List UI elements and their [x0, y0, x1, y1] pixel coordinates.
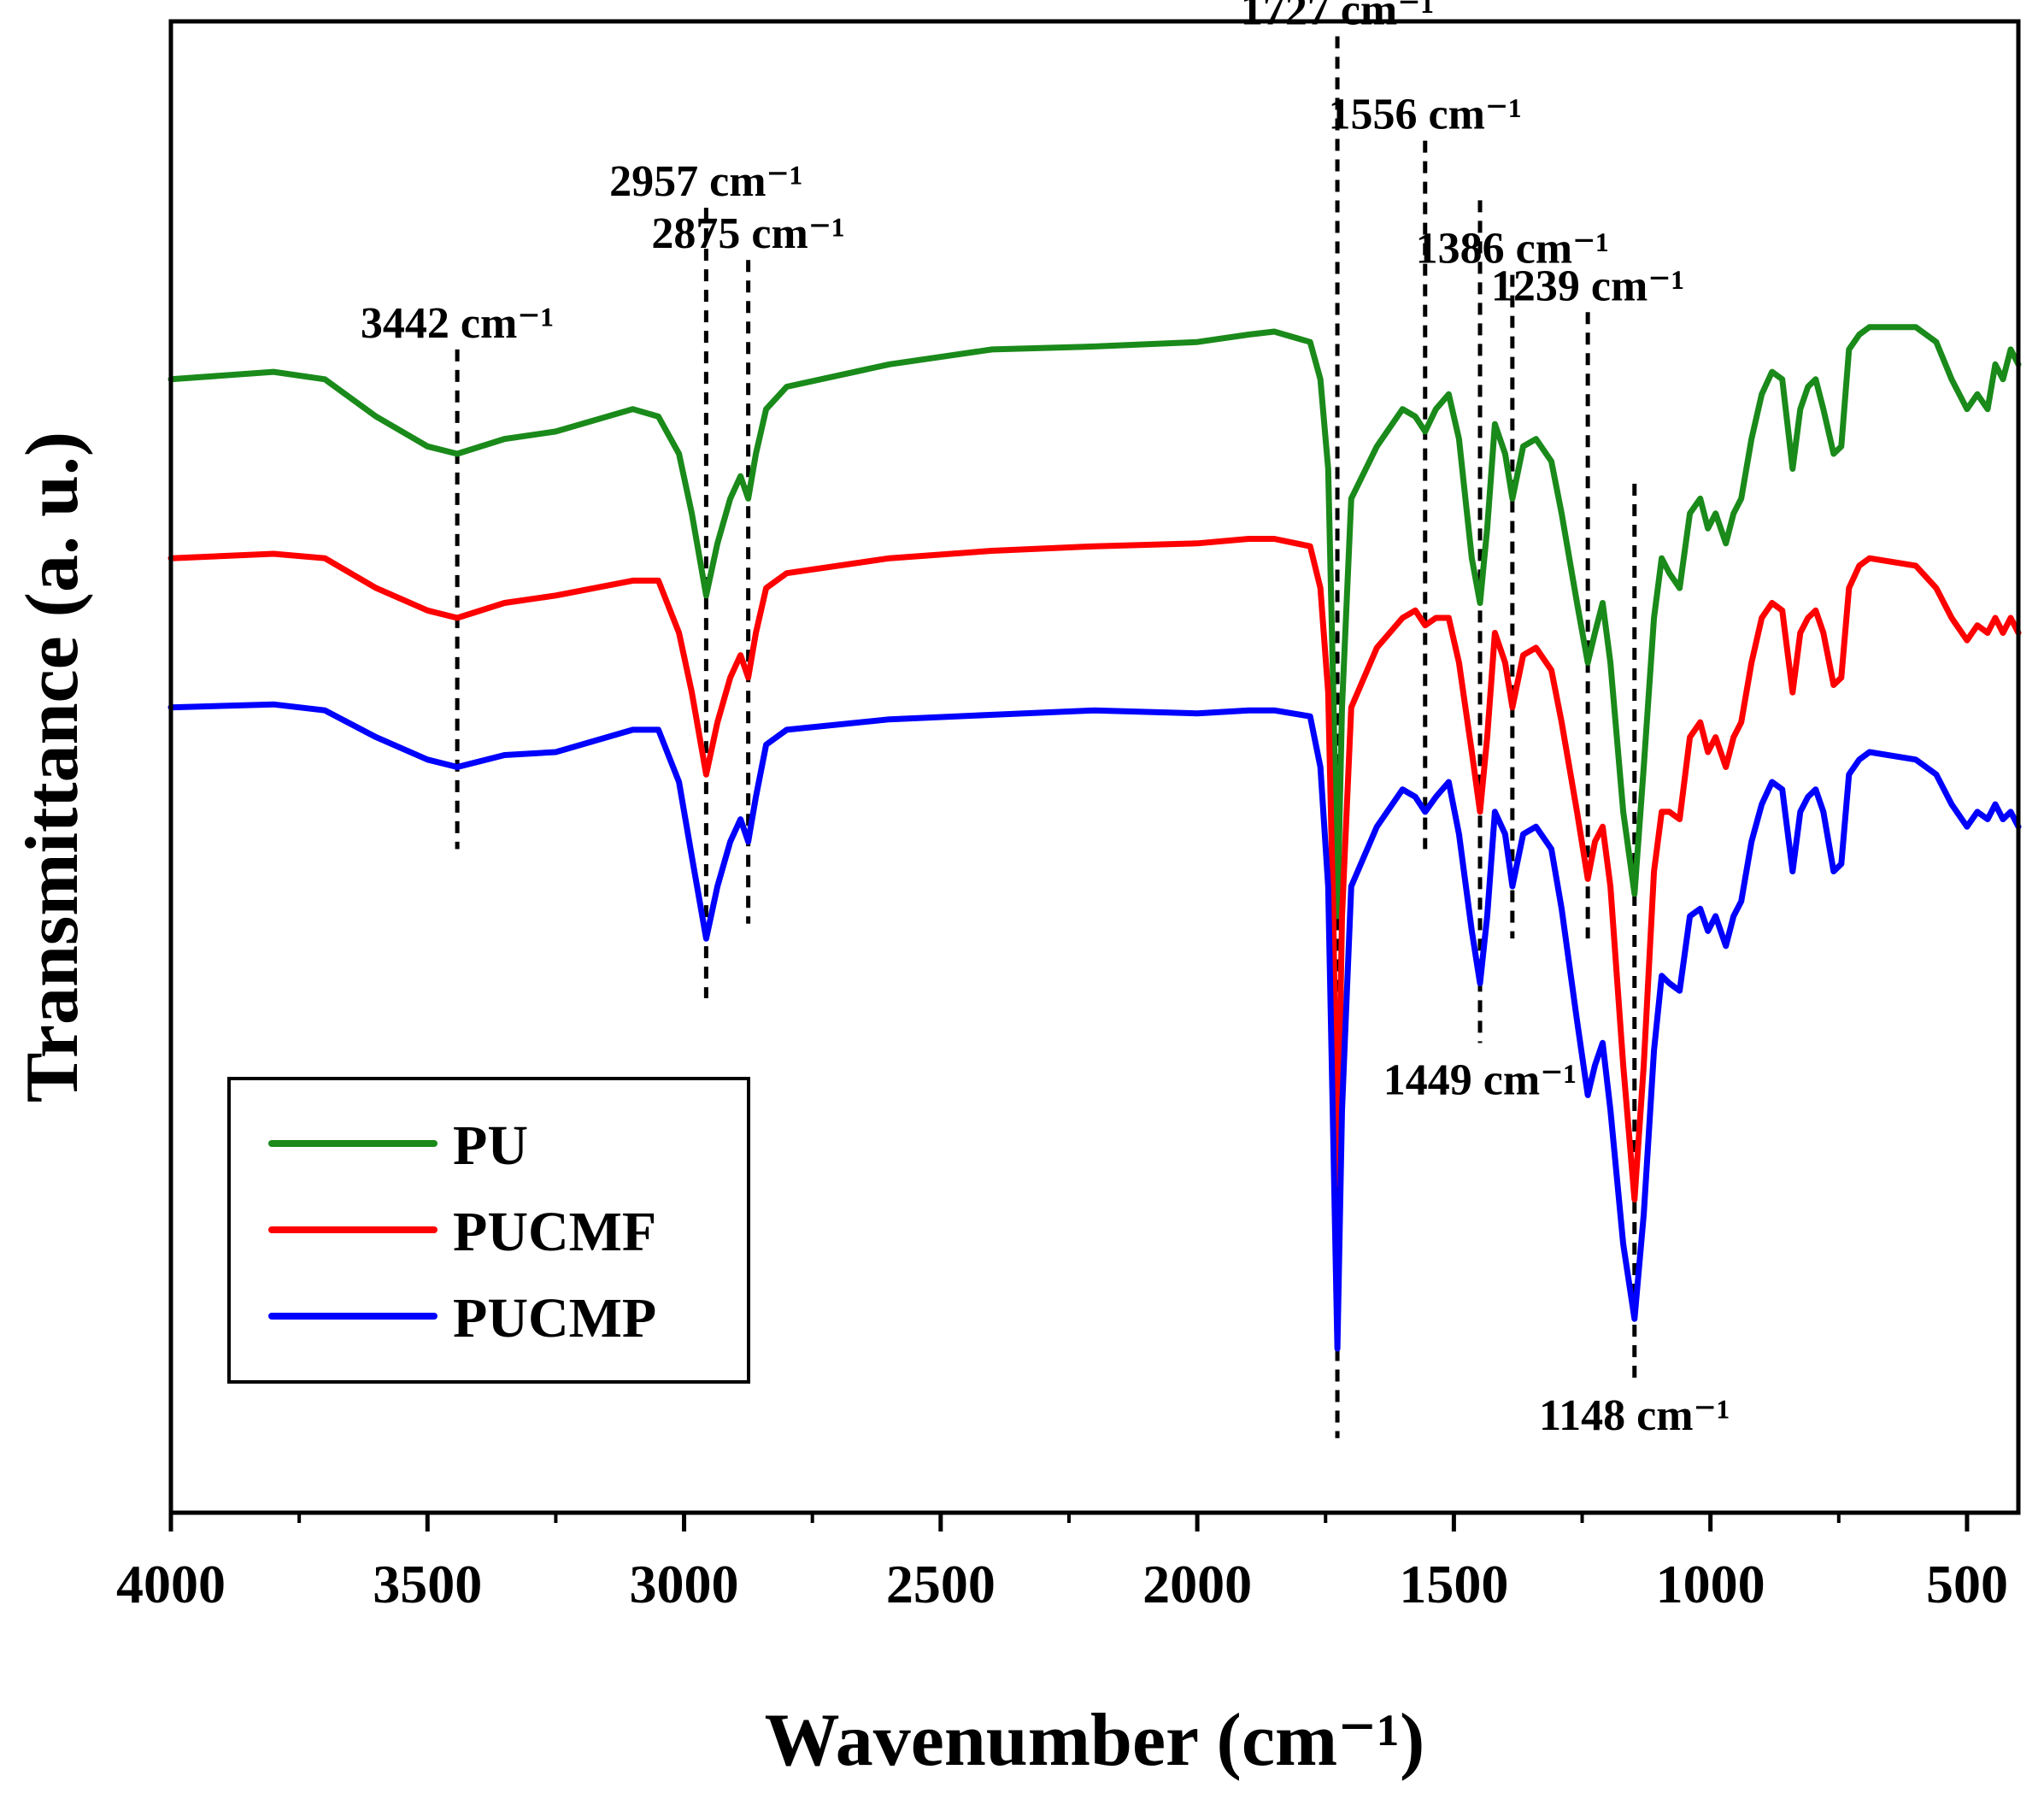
x-axis-ticks: 4000 3500 3000 2500 2000 1500 1000 500 — [116, 1513, 2008, 1614]
peak-label: 3442 cm⁻¹ — [361, 299, 554, 348]
peak-label: 1148 cm⁻¹ — [1539, 1391, 1730, 1440]
peak-label: 1727 cm⁻¹ — [1241, 0, 1434, 34]
x-tick-label: 2500 — [886, 1554, 996, 1614]
series-group — [167, 324, 2022, 1352]
x-tick-label: 3000 — [630, 1554, 739, 1614]
plot-frame — [168, 19, 2021, 1515]
x-tick-label: 500 — [1926, 1554, 2008, 1614]
legend: PU PUCMF PUCMP — [227, 1077, 750, 1384]
x-tick-label: 1500 — [1399, 1554, 1508, 1614]
peak-label: 2875 cm⁻¹ — [651, 209, 844, 258]
y-axis-title: Transmittance (a. u.) — [11, 432, 94, 1102]
axes — [168, 19, 2021, 1515]
x-tick-label: 2000 — [1142, 1554, 1252, 1614]
x-tick-label: 3500 — [373, 1554, 482, 1614]
peak-label: 1556 cm⁻¹ — [1329, 91, 1522, 139]
peak-label: 2957 cm⁻¹ — [609, 157, 802, 206]
x-tick-label: 1000 — [1656, 1554, 1765, 1614]
series-line-pu — [167, 324, 2022, 920]
x-tick-label: 4000 — [116, 1554, 226, 1614]
peak-label: 1449 cm⁻¹ — [1383, 1055, 1577, 1104]
legend-label: PUCMF — [453, 1201, 656, 1263]
legend-label: PUCMP — [453, 1287, 656, 1349]
legend-label: PU — [453, 1114, 528, 1177]
peak-label: 1386 cm⁻¹ — [1416, 225, 1609, 273]
x-axis-title: Wavenumber (cm⁻¹) — [765, 1699, 1425, 1782]
peak-label: 1239 cm⁻¹ — [1491, 262, 1684, 310]
series-line-pucmp — [167, 701, 2022, 1352]
series-line-pucmf — [167, 536, 2022, 1202]
